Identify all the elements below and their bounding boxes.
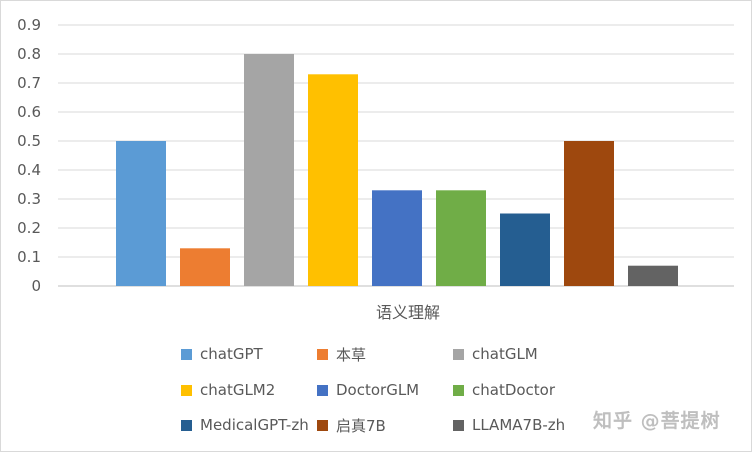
legend-swatch [317,348,328,360]
y-tick-label: 0.2 [17,219,41,237]
legend-label: 本草 [336,345,367,364]
legend-item: chatGPT [181,344,263,364]
legend-item: 启真7B [317,415,386,435]
legend-swatch [181,419,192,431]
legend-item: LLAMA7B-zh [453,415,565,435]
legend-label: chatGLM2 [200,381,276,399]
y-tick-label: 0 [31,277,41,295]
legend-item: chatDoctor [453,380,555,400]
y-tick-label: 0.7 [17,74,41,92]
legend-swatch [453,419,464,431]
legend-label: chatDoctor [472,381,556,399]
legend-item: 本草 [317,344,366,364]
legend-item: chatGLM2 [181,380,275,400]
legend-label: chatGLM [472,345,538,363]
y-tick-label: 0.6 [17,103,41,121]
y-tick-label: 0.3 [17,190,41,208]
legend-swatch [317,384,328,396]
y-tick-label: 0.4 [17,161,41,179]
bar-9 [628,265,678,286]
legend-swatch [317,419,328,431]
watermark: 知乎 @菩提树 [593,410,721,432]
legend-item: MedicalGPT-zh [181,415,309,435]
legend-swatch [181,384,192,396]
legend-label: 启真7B [336,416,386,435]
legend-item: DoctorGLM [317,380,419,400]
x-category-label: 语义理解 [376,303,440,322]
bar-4 [308,74,358,286]
y-tick-label: 0.8 [17,45,41,63]
bar-2 [180,248,230,286]
bar-1 [116,141,166,286]
legend-swatch [453,384,464,396]
bar-6 [436,190,486,286]
bar-8 [564,141,614,286]
legend-label: chatGPT [200,345,263,363]
y-tick-label: 0.1 [17,248,41,266]
legend-label: MedicalGPT-zh [200,416,309,434]
bar-7 [500,213,550,286]
legend-swatch [453,348,464,360]
legend-item: chatGLM [453,344,538,364]
bar-3 [244,54,294,286]
legend-swatch [181,348,192,360]
legend-label: DoctorGLM [336,381,420,399]
legend-label: LLAMA7B-zh [472,416,566,434]
y-tick-label: 0.5 [17,132,41,150]
bar-5 [372,190,422,286]
y-tick-label: 0.9 [17,16,41,34]
